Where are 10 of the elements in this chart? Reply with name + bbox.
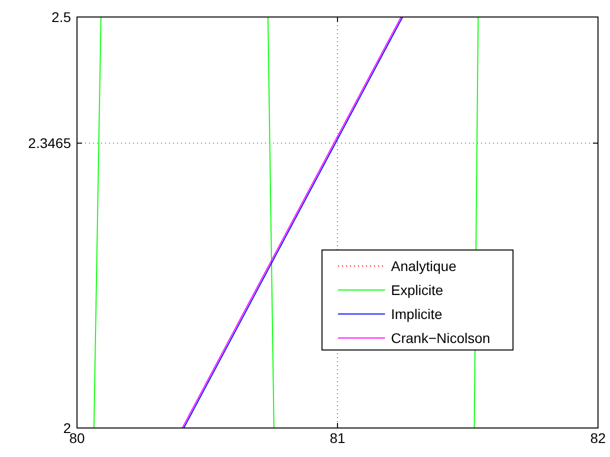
legend-label: Explicite: [391, 282, 444, 298]
legend-label: Implicite: [391, 306, 443, 322]
x-tick-label: 82: [590, 430, 606, 446]
legend-label: Analytique: [391, 258, 457, 274]
y-tick-label: 2.3465: [28, 135, 72, 152]
legend-label: Crank−Nicolson: [391, 330, 490, 346]
x-tick-label: 81: [330, 430, 346, 446]
y-tick-label: 2: [63, 420, 72, 436]
y-tick-label: 2.5: [52, 8, 72, 25]
x-tick-label: 80: [69, 430, 85, 446]
